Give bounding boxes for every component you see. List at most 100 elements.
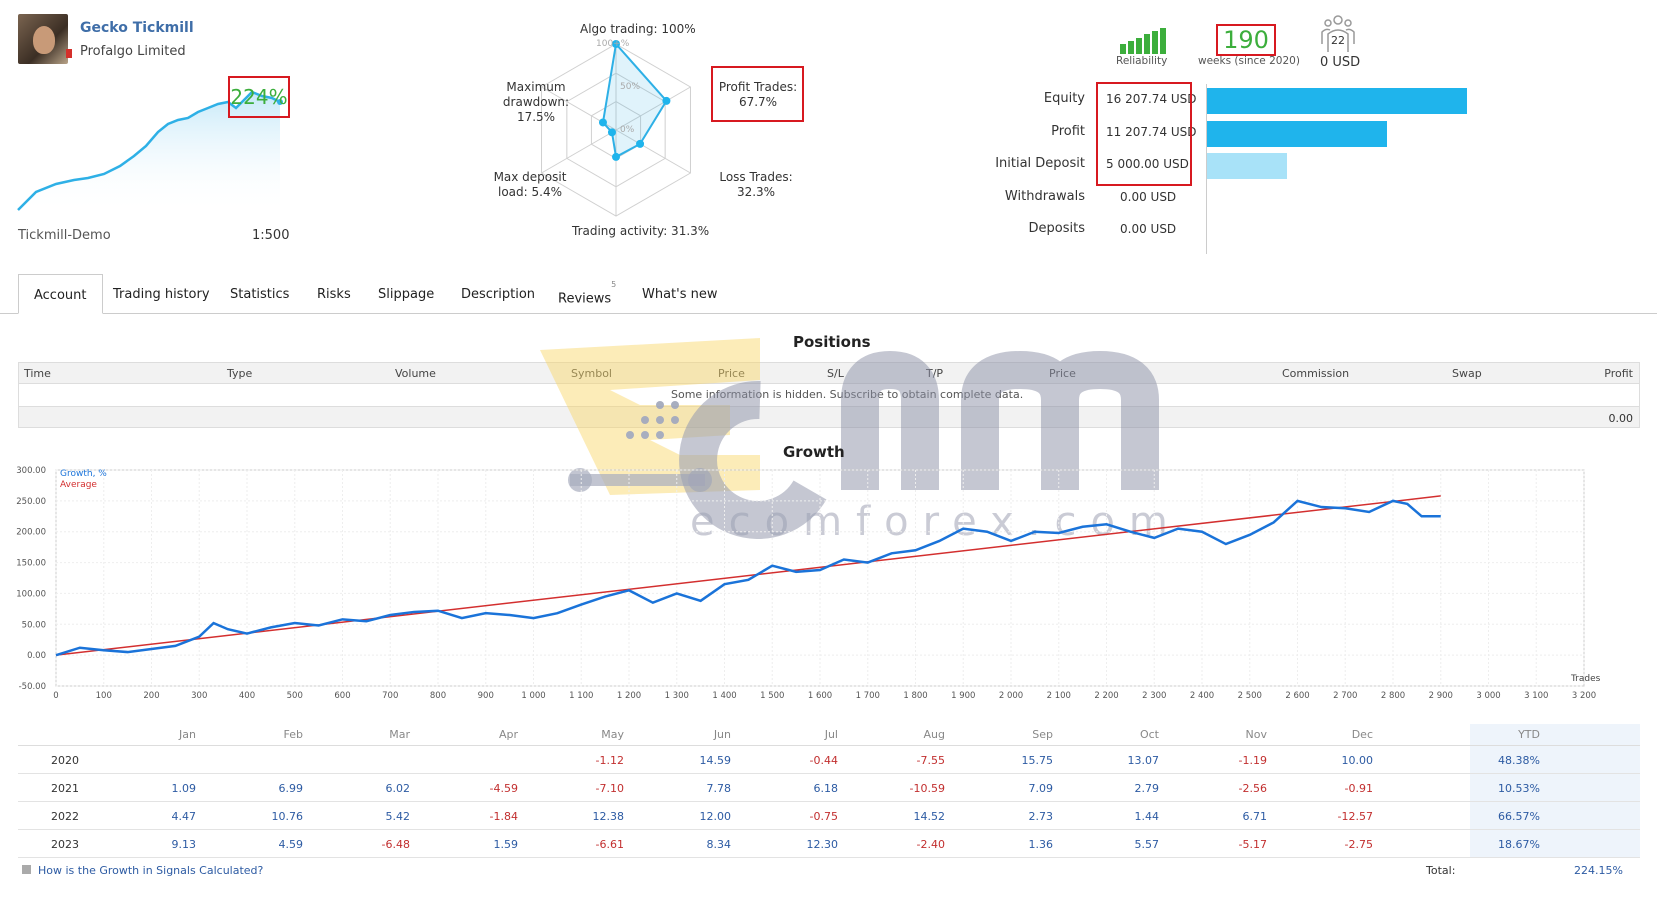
avatar[interactable] [18, 14, 68, 64]
y-tick-label: 300.00 [16, 466, 46, 476]
balance-label-profit: Profit [1051, 124, 1085, 139]
balance-label-initial-deposit: Initial Deposit [995, 156, 1085, 171]
month-value: -7.10 [595, 782, 624, 795]
positions-title: Positions [793, 333, 871, 351]
x-tick-label: 1 000 [521, 691, 545, 701]
month-header: Oct [1139, 728, 1159, 741]
month-value: 1.09 [171, 782, 197, 795]
x-tick-label: 2 000 [999, 691, 1023, 701]
month-value: -0.75 [809, 810, 838, 823]
radar-point [612, 40, 620, 48]
balance-value: 0.00 USD [1120, 222, 1177, 236]
year-label: 2020 [51, 754, 79, 767]
ring-label-0: 0% [620, 125, 635, 135]
month-value: -2.56 [1238, 782, 1267, 795]
month-value: 5.42 [385, 810, 411, 823]
x-tick-label: 2 800 [1381, 691, 1405, 701]
x-tick-label: 1 400 [712, 691, 736, 701]
author-name[interactable]: Gecko Tickmill [80, 20, 194, 36]
monthly-row: 2022 4.47 10.76 5.42 -1.84 12.38 12.00 -0.75 14.… [18, 802, 1640, 830]
x-tick-label: 1 900 [951, 691, 975, 701]
month-value: -6.48 [381, 838, 410, 851]
balance-bar [1207, 88, 1467, 114]
balance-bar [1207, 153, 1287, 179]
month-value: 13.07 [1127, 754, 1160, 767]
hidden-info-row: Some information is hidden. Subscribe to… [18, 384, 1640, 406]
radar-point [636, 139, 645, 148]
col-time: Time [24, 367, 51, 380]
tab-description[interactable]: Description [461, 287, 536, 302]
radar-point [612, 152, 620, 161]
month-value: 15.75 [1021, 754, 1054, 767]
balance-value: 0.00 USD [1120, 190, 1177, 204]
month-value: 6.99 [278, 782, 304, 795]
month-value: -6.61 [595, 838, 624, 851]
month-header: Jan [179, 728, 196, 741]
monthly-row: 2020 -1.12 14.59 -0.44 -7.55 15.75 13.07 -1.19 1… [18, 746, 1640, 774]
tab-statistics[interactable]: Statistics [230, 287, 290, 302]
x-tick-label: 300 [191, 691, 207, 701]
month-header: Nov [1245, 728, 1267, 741]
col-sl: S/L [827, 367, 844, 380]
balance-bar [1207, 121, 1387, 147]
radar-chart: 100+% 50% 0% [541, 39, 691, 217]
series-average-line [55, 495, 1441, 656]
ytd-value: 48.38% [1498, 754, 1540, 767]
x-tick-label: 1 800 [903, 691, 927, 701]
tab-whats-new[interactable]: What's new [642, 287, 718, 302]
month-header: Dec [1351, 728, 1373, 741]
x-tick-label: 2 700 [1333, 691, 1357, 701]
month-value: 6.02 [385, 782, 411, 795]
month-value: -2.40 [916, 838, 945, 851]
x-tick-label: 600 [334, 691, 350, 701]
y-tick-label: 200.00 [16, 528, 46, 538]
series-growth-line [55, 499, 1441, 657]
balance-value: 16 207.74 USD [1106, 92, 1197, 106]
month-header: Sep [1032, 728, 1053, 741]
x-tick-label: 1 500 [760, 691, 784, 701]
month-value: -1.19 [1238, 754, 1267, 767]
x-tick-label: 2 600 [1285, 691, 1309, 701]
max-drawdown-label: Maximum drawdown: 17.5% [502, 80, 570, 124]
month-value: -2.75 [1344, 838, 1373, 851]
col-symbol: Symbol [571, 367, 612, 380]
tab-slippage[interactable]: Slippage [378, 287, 435, 302]
col-volume: Volume [395, 367, 436, 380]
y-tick-label: 50.00 [22, 620, 46, 630]
month-value: 4.47 [171, 810, 197, 823]
month-value: 1.36 [1028, 838, 1054, 851]
algo-trading-label: Algo trading: 100% [580, 22, 696, 36]
server-name[interactable]: Tickmill-Demo [18, 228, 111, 243]
tab-trading-history[interactable]: Trading history [113, 287, 210, 302]
tab-account[interactable]: Account [18, 274, 103, 314]
month-value: 14.59 [699, 754, 732, 767]
profit-trades-label: Profit Trades: 67.7% [718, 80, 798, 109]
x-tick-label: 1 600 [808, 691, 832, 701]
growth-help-link[interactable]: How is the Growth in Signals Calculated? [38, 864, 264, 877]
growth-percent: 224% [228, 76, 290, 118]
x-tick-label: 1 300 [665, 691, 689, 701]
tab-reviews[interactable]: Reviews5 [558, 280, 617, 307]
legend-average: Average [60, 480, 97, 490]
x-tick-label: 2 200 [1094, 691, 1118, 701]
year-label: 2021 [51, 782, 79, 795]
y-tick-label: -50.00 [19, 682, 46, 692]
y-tick-label: 250.00 [16, 497, 46, 507]
balance-label-equity: Equity [1043, 91, 1085, 106]
total-label: Total: [1426, 864, 1456, 877]
weeks-count: 190 [1216, 24, 1276, 56]
x-tick-label: 900 [478, 691, 494, 701]
radar-point [662, 96, 671, 105]
balance-label-withdrawals: Withdrawals [1004, 189, 1085, 204]
weeks-label: weeks (since 2020) [1198, 55, 1300, 67]
ring-label-100: 100+% [596, 39, 630, 49]
col-swap: Swap [1452, 367, 1482, 380]
month-value: -0.44 [809, 754, 838, 767]
month-value: -1.12 [595, 754, 624, 767]
monthly-table: Jan Feb Mar Apr May Jun Jul Aug Sep Oct Nov Dec YTD … [18, 724, 1640, 858]
month-value: -0.91 [1344, 782, 1373, 795]
x-tick-label: 3 200 [1572, 691, 1596, 701]
tab-risks[interactable]: Risks [317, 287, 351, 302]
trading-activity-label: Trading activity: 31.3% [572, 224, 710, 238]
col-price: Price [718, 367, 745, 380]
